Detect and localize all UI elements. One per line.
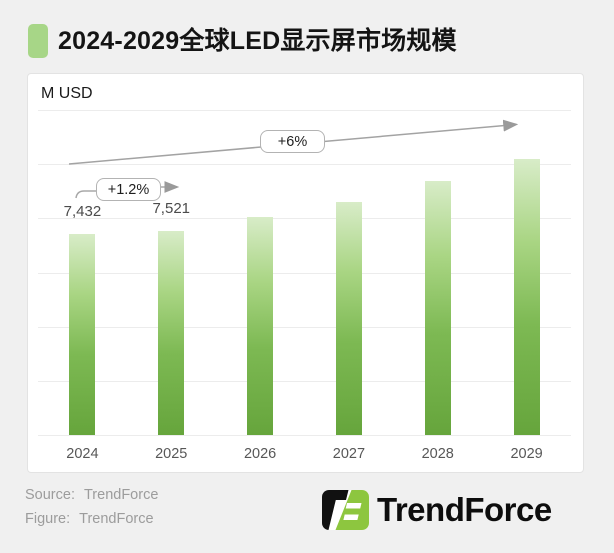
gridline: [38, 380, 571, 382]
trendforce-logo-icon: [322, 490, 369, 530]
y-axis-unit-label: M USD: [41, 85, 93, 102]
x-axis-label: 2024: [66, 446, 99, 462]
chart-card: M USD 2024 7,432 2025 7,521 2026 2027 2028 2029…: [27, 73, 584, 473]
logo-black-shape: [322, 490, 349, 530]
bar-2027: [335, 202, 362, 435]
annotation-badge-yoy: +1.2%: [96, 178, 161, 201]
figure-line: Figure: TrendForce: [25, 511, 154, 527]
page-title: 2024-2029全球LED显示屏市场规模: [58, 27, 457, 55]
bar-2025: [158, 231, 185, 435]
gridline: [38, 110, 571, 111]
figure-value: TrendForce: [79, 511, 154, 527]
source-line: Source: TrendForce: [25, 487, 158, 503]
title-bullet-icon: [28, 24, 48, 58]
bar-value-label: 7,521: [152, 200, 191, 217]
x-axis-label: 2026: [243, 446, 277, 462]
bar-2026: [247, 217, 274, 435]
x-axis-label: 2029: [510, 446, 543, 462]
figure-label: Figure:: [25, 511, 71, 527]
gridline: [38, 272, 571, 274]
chart-header: 2024-2029全球LED显示屏市场规模: [28, 24, 457, 58]
annotation-badge-cagr: +6%: [260, 130, 325, 153]
source-label: Source:: [25, 487, 75, 503]
bar-2029: [513, 159, 540, 435]
logo-wordmark: TrendForce: [377, 491, 552, 528]
annotation-label: +1.2%: [107, 181, 150, 198]
annotation-label: +6%: [277, 133, 308, 150]
source-value: TrendForce: [83, 487, 159, 503]
x-axis-label: 2027: [332, 446, 366, 462]
x-axis-label: 2025: [155, 446, 188, 462]
trendforce-logo: TrendForce: [322, 490, 552, 530]
gridline: [38, 164, 571, 166]
bar-value-label: 7,432: [63, 203, 102, 220]
x-axis-label: 2028: [421, 446, 454, 462]
bar-2024: [69, 234, 96, 435]
yoy-annotation-connector: [75, 190, 96, 199]
bar-2028: [424, 181, 451, 435]
gridline: [38, 218, 571, 220]
gridline: [38, 326, 571, 328]
gridline: [38, 435, 571, 436]
